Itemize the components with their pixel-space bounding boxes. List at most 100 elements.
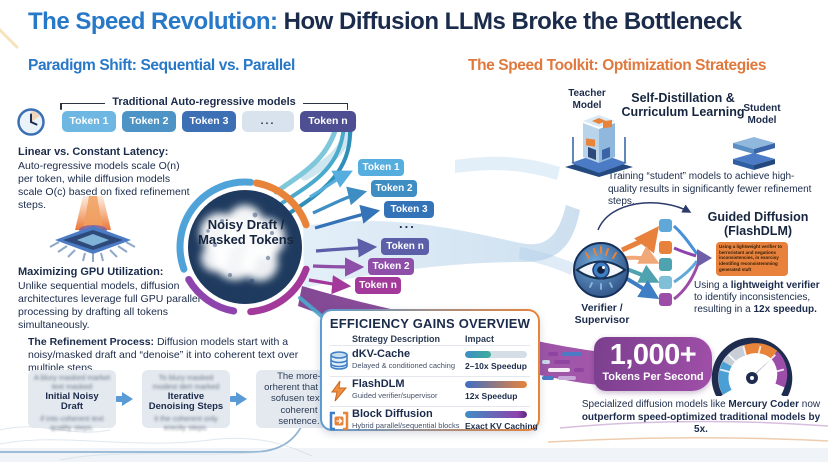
row-separator xyxy=(330,345,530,346)
page-title-accent: The Speed Revolution: xyxy=(28,8,278,35)
circle-label-line1: Noisy Draft / xyxy=(207,217,285,232)
fan-token-1: Token 1 xyxy=(358,159,404,176)
noise-cloud xyxy=(200,205,285,281)
corner-accent xyxy=(0,16,19,49)
guided-diffusion-title: Guided Diffusion (FlashDLM) xyxy=(707,210,809,239)
efficiency-card-title: EFFICIENCY GAINS OVERVIEW xyxy=(329,316,531,331)
step-box-denoising: To blury masked modest dert marked Itera… xyxy=(142,370,230,432)
bracket-tick-right xyxy=(346,103,348,110)
converge-arrowhead xyxy=(697,249,712,267)
fan-arrow-2 xyxy=(312,186,368,215)
converge-line-lightblue xyxy=(673,260,699,284)
guided-note-box: Using a lightweight verifier to berroris… xyxy=(716,242,788,276)
mercury-coder-text: Specialized diffusion models like Mercur… xyxy=(578,399,824,437)
ar-token-ellipsis: ... xyxy=(242,111,294,132)
mercury-mid: now xyxy=(799,399,821,410)
right-section-heading: The Speed Toolkit: Optimization Strategi… xyxy=(468,57,767,74)
ar-token-1: Token 1 xyxy=(62,111,116,132)
teacher-orange-panel xyxy=(586,138,595,147)
latency-title: Linear vs. Constant Latency: xyxy=(18,146,169,158)
blue-ribbon xyxy=(303,205,580,288)
row3-impact-bar xyxy=(465,411,527,418)
guided-square-lightblue xyxy=(659,219,672,232)
step-arrow-2 xyxy=(230,392,247,406)
guided-body: Using a lightweight verifier to identify… xyxy=(694,280,826,316)
fan-token-ellipsis: ... xyxy=(399,216,416,231)
tokens-per-second-label: Tokens Per Second xyxy=(602,371,704,383)
gpu-title: Maximizing GPU Utilization: xyxy=(18,266,164,278)
lightning-icon xyxy=(331,380,348,402)
contour-line xyxy=(59,451,263,461)
student-model-label: Student Model xyxy=(743,103,781,126)
gpu-pins xyxy=(49,241,136,262)
row2-impact-bar xyxy=(465,381,527,388)
verifier-arrow-orange xyxy=(620,226,660,254)
step2-blur-top: To blury masked modest dert marked xyxy=(152,373,220,391)
mercury-bold2: outperform speed-optimized traditional m… xyxy=(581,411,821,436)
fan-arrow-6 xyxy=(308,275,352,295)
noisy-draft-circle xyxy=(176,178,310,316)
input-stream xyxy=(280,122,346,205)
fan-token-n-magenta: Token n xyxy=(355,277,401,294)
latency-text: Linear vs. Constant Latency: Auto-regres… xyxy=(18,146,194,212)
speed-dashes xyxy=(542,352,584,388)
row1-name: dKV-Cache xyxy=(352,348,411,360)
arc-purple xyxy=(185,276,238,315)
row-separator xyxy=(330,376,530,377)
ar-token-n: Token n xyxy=(300,111,356,132)
database-icon xyxy=(330,351,348,370)
mercury-bold1: Mercury Coder xyxy=(728,399,799,410)
blue-ribbon-branch-2 xyxy=(519,247,574,275)
row2-impact-label: 12x Speedup xyxy=(465,391,518,401)
col-header-strategy: Strategy Description xyxy=(352,334,441,344)
row1-impact-label: 2–10x Speedup xyxy=(465,361,527,371)
row3-desc: Hybrid parallel/sequential blocks xyxy=(352,421,460,430)
distillation-body: Training “student” models to achieve hig… xyxy=(608,171,812,207)
guided-body-bold1: lightweight verifier xyxy=(730,280,820,291)
converge-line-blue xyxy=(672,224,699,255)
circle-label-line2: Masked Tokens xyxy=(198,231,294,247)
fan-arrow-4 xyxy=(315,238,378,258)
fan-token-3: Token 3 xyxy=(384,201,434,218)
verifier-label: Verifier / Supervisor xyxy=(574,302,630,327)
row3-name: Block Diffusion xyxy=(352,408,433,420)
fan-token-2: Token 2 xyxy=(371,180,417,197)
row-separator xyxy=(330,406,530,407)
latency-body: Auto-regressive models scale O(n) per to… xyxy=(18,159,190,212)
ar-token-3: Token 3 xyxy=(182,111,236,132)
guided-body-bold2: 12x speedup. xyxy=(753,304,817,315)
fan-arrow-1 xyxy=(309,170,353,199)
guided-body-mid: to identify inconsistencies, resulting i… xyxy=(694,292,811,315)
distillation-title: Self-Distillation & Curriculum Learning xyxy=(621,91,745,120)
row2-name: FlashDLM xyxy=(352,378,405,390)
row3-impact-label: Exact KV Caching xyxy=(465,421,538,431)
teacher-model-label: Teacher Model xyxy=(568,88,606,111)
bracket-tick-left xyxy=(60,103,62,110)
guided-square-paleblue xyxy=(659,276,672,289)
gpu-chip-icon xyxy=(49,196,136,262)
row1-desc: Delayed & conditioned caching xyxy=(352,361,455,370)
contour-line xyxy=(0,426,111,433)
step-box-initial-draft: A blury masked market text masked Initia… xyxy=(28,370,116,432)
gpu-text: Maximizing GPU Utilization: Unlike seque… xyxy=(18,266,210,332)
fan-arrow-3 xyxy=(314,204,381,230)
bottom-right-orange-line xyxy=(547,436,828,443)
step-arrow-1 xyxy=(116,392,133,406)
block-diffusion-icon xyxy=(329,411,349,431)
ar-token-2: Token 2 xyxy=(122,111,176,132)
left-section-heading: Paradigm Shift: Sequential vs. Parallel xyxy=(28,57,295,74)
contour-line xyxy=(0,437,313,457)
bottom-right-purple-line xyxy=(559,420,828,429)
student-model-icon xyxy=(733,137,775,170)
step1-blur-top: A blury masked market text masked xyxy=(33,373,111,391)
step1-label: Initial Noisy Draft xyxy=(45,391,99,413)
ar-models-bracket: Traditional Auto-regressive models xyxy=(60,96,348,110)
verifier-arrow-peach xyxy=(623,245,660,264)
arc-orange xyxy=(252,179,310,229)
page-title-main: How Diffusion LLMs Broke the Bottleneck xyxy=(277,8,742,35)
noise-speckles xyxy=(206,212,274,284)
step2-label: Iterative Denoising Steps xyxy=(148,391,224,413)
gpu-body: Unlike sequential models, diffusion arch… xyxy=(18,279,201,332)
